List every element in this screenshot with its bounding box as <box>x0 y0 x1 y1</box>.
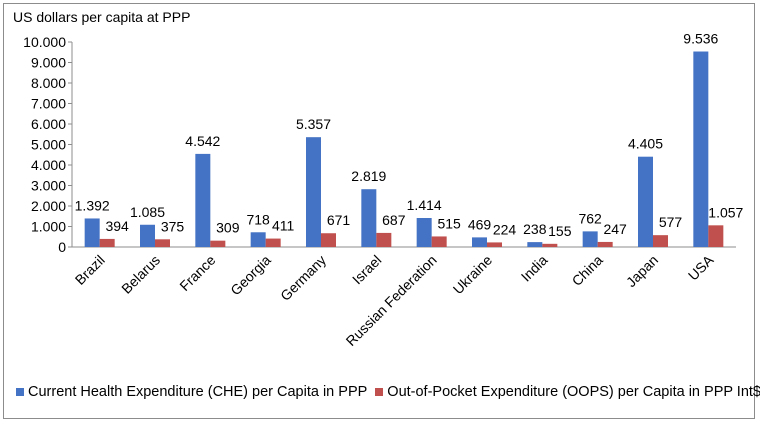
data-label-che: 238 <box>523 221 547 237</box>
x-tick-label: USA <box>685 251 717 283</box>
legend-swatch-che <box>16 388 24 396</box>
data-label-oops: 155 <box>548 223 572 239</box>
bar-oops <box>597 241 613 247</box>
x-tick-label: Ukraine <box>450 252 496 298</box>
data-label-oops: 687 <box>382 212 406 228</box>
bar-oops <box>376 232 392 247</box>
bar-che <box>84 218 100 247</box>
bar-oops <box>708 225 724 247</box>
bar-che <box>306 137 321 247</box>
y-tick-label: 7.000 <box>31 96 66 112</box>
y-tick-label: 4.000 <box>31 157 66 173</box>
bar-oops <box>542 243 558 247</box>
x-tick-label: Belarus <box>118 252 163 297</box>
legend-item-oops: Out-of-Pocket Expenditure (OOPS) per Cap… <box>375 384 760 400</box>
bar-oops <box>99 238 115 247</box>
data-label-oops: 394 <box>105 218 129 234</box>
y-tick-label: 8.000 <box>31 75 66 91</box>
y-tick-label: 0 <box>58 239 66 255</box>
bar-che <box>472 237 487 247</box>
bar-oops <box>265 238 281 247</box>
legend-swatch-oops <box>375 388 384 396</box>
bars <box>84 51 724 248</box>
bar-che <box>250 232 266 247</box>
legend: Current Health Expenditure (CHE) per Cap… <box>16 384 760 400</box>
bar-chart: US dollars per capita at PPP 0 1.000 2.000… <box>13 9 744 349</box>
bar-che <box>361 189 377 247</box>
data-label-che: 718 <box>246 211 270 227</box>
y-tick-label: 3.000 <box>31 178 66 194</box>
data-label-che: 1.085 <box>130 204 165 220</box>
data-label-oops: 1.057 <box>708 204 743 220</box>
legend-item-che: Current Health Expenditure (CHE) per Cap… <box>16 384 367 400</box>
data-label-che: 4.405 <box>628 136 663 152</box>
x-tick-label: India <box>518 252 551 285</box>
bar-oops <box>210 240 226 247</box>
bar-che <box>638 156 653 247</box>
bar-oops <box>653 235 668 247</box>
bar-che <box>693 51 709 248</box>
x-tick-label: Germany <box>277 252 329 304</box>
data-label-oops: 577 <box>659 214 683 230</box>
data-label-che: 762 <box>578 210 602 226</box>
bar-che <box>416 218 432 247</box>
data-label-oops: 247 <box>603 221 627 237</box>
bar-oops <box>431 236 447 247</box>
bar-che <box>140 224 155 247</box>
bar-oops <box>487 242 502 247</box>
data-label-oops: 671 <box>327 212 351 228</box>
data-label-che: 469 <box>468 216 492 232</box>
x-tick-label: Brazil <box>72 252 108 288</box>
y-tick-label: 1.000 <box>31 219 66 235</box>
data-label-che: 5.357 <box>296 116 331 132</box>
x-tick-label: Japan <box>623 252 661 290</box>
bar-che <box>527 242 543 247</box>
y-tick-labels: 0 1.000 2.000 3.000 4.000 5.000 6.000 7.000 8.00… <box>23 34 66 255</box>
bar-oops <box>321 233 336 247</box>
data-label-oops: 224 <box>493 221 517 237</box>
data-label-oops: 309 <box>216 220 240 236</box>
data-label-oops: 515 <box>437 215 461 231</box>
data-label-che: 1.392 <box>75 197 110 213</box>
data-label-che: 1.414 <box>407 197 442 213</box>
x-tick-label: France <box>176 252 218 294</box>
data-label-oops: 411 <box>272 218 295 234</box>
axes <box>68 41 736 248</box>
legend-label-oops: Out-of-Pocket Expenditure (OOPS) per Cap… <box>387 384 760 400</box>
data-label-che: 2.819 <box>351 168 386 184</box>
data-label-oops: 375 <box>161 218 185 234</box>
bar-che <box>582 231 598 247</box>
x-tick-labels: Brazil Belarus France Georgia Germany IsraelR… <box>72 251 717 349</box>
y-tick-label: 6.000 <box>31 116 66 132</box>
bar-oops <box>155 239 170 247</box>
x-tick-label: Georgia <box>227 252 274 299</box>
data-label-che: 4.542 <box>185 133 220 149</box>
x-tick-label: China <box>569 252 606 289</box>
x-tick-label: Israel <box>349 252 385 288</box>
data-label-che: 9.536 <box>683 31 718 47</box>
y-tick-label: 9.000 <box>31 55 66 71</box>
y-tick-label: 2.000 <box>31 198 66 214</box>
legend-label-che: Current Health Expenditure (CHE) per Cap… <box>28 384 368 400</box>
bar-che <box>195 153 211 247</box>
y-axis-title: US dollars per capita at PPP <box>13 9 190 25</box>
y-tick-label: 5.000 <box>31 137 66 153</box>
y-tick-label: 10.000 <box>23 34 66 50</box>
chart-frame: US dollars per capita at PPP 0 1.000 2.000… <box>3 3 760 419</box>
